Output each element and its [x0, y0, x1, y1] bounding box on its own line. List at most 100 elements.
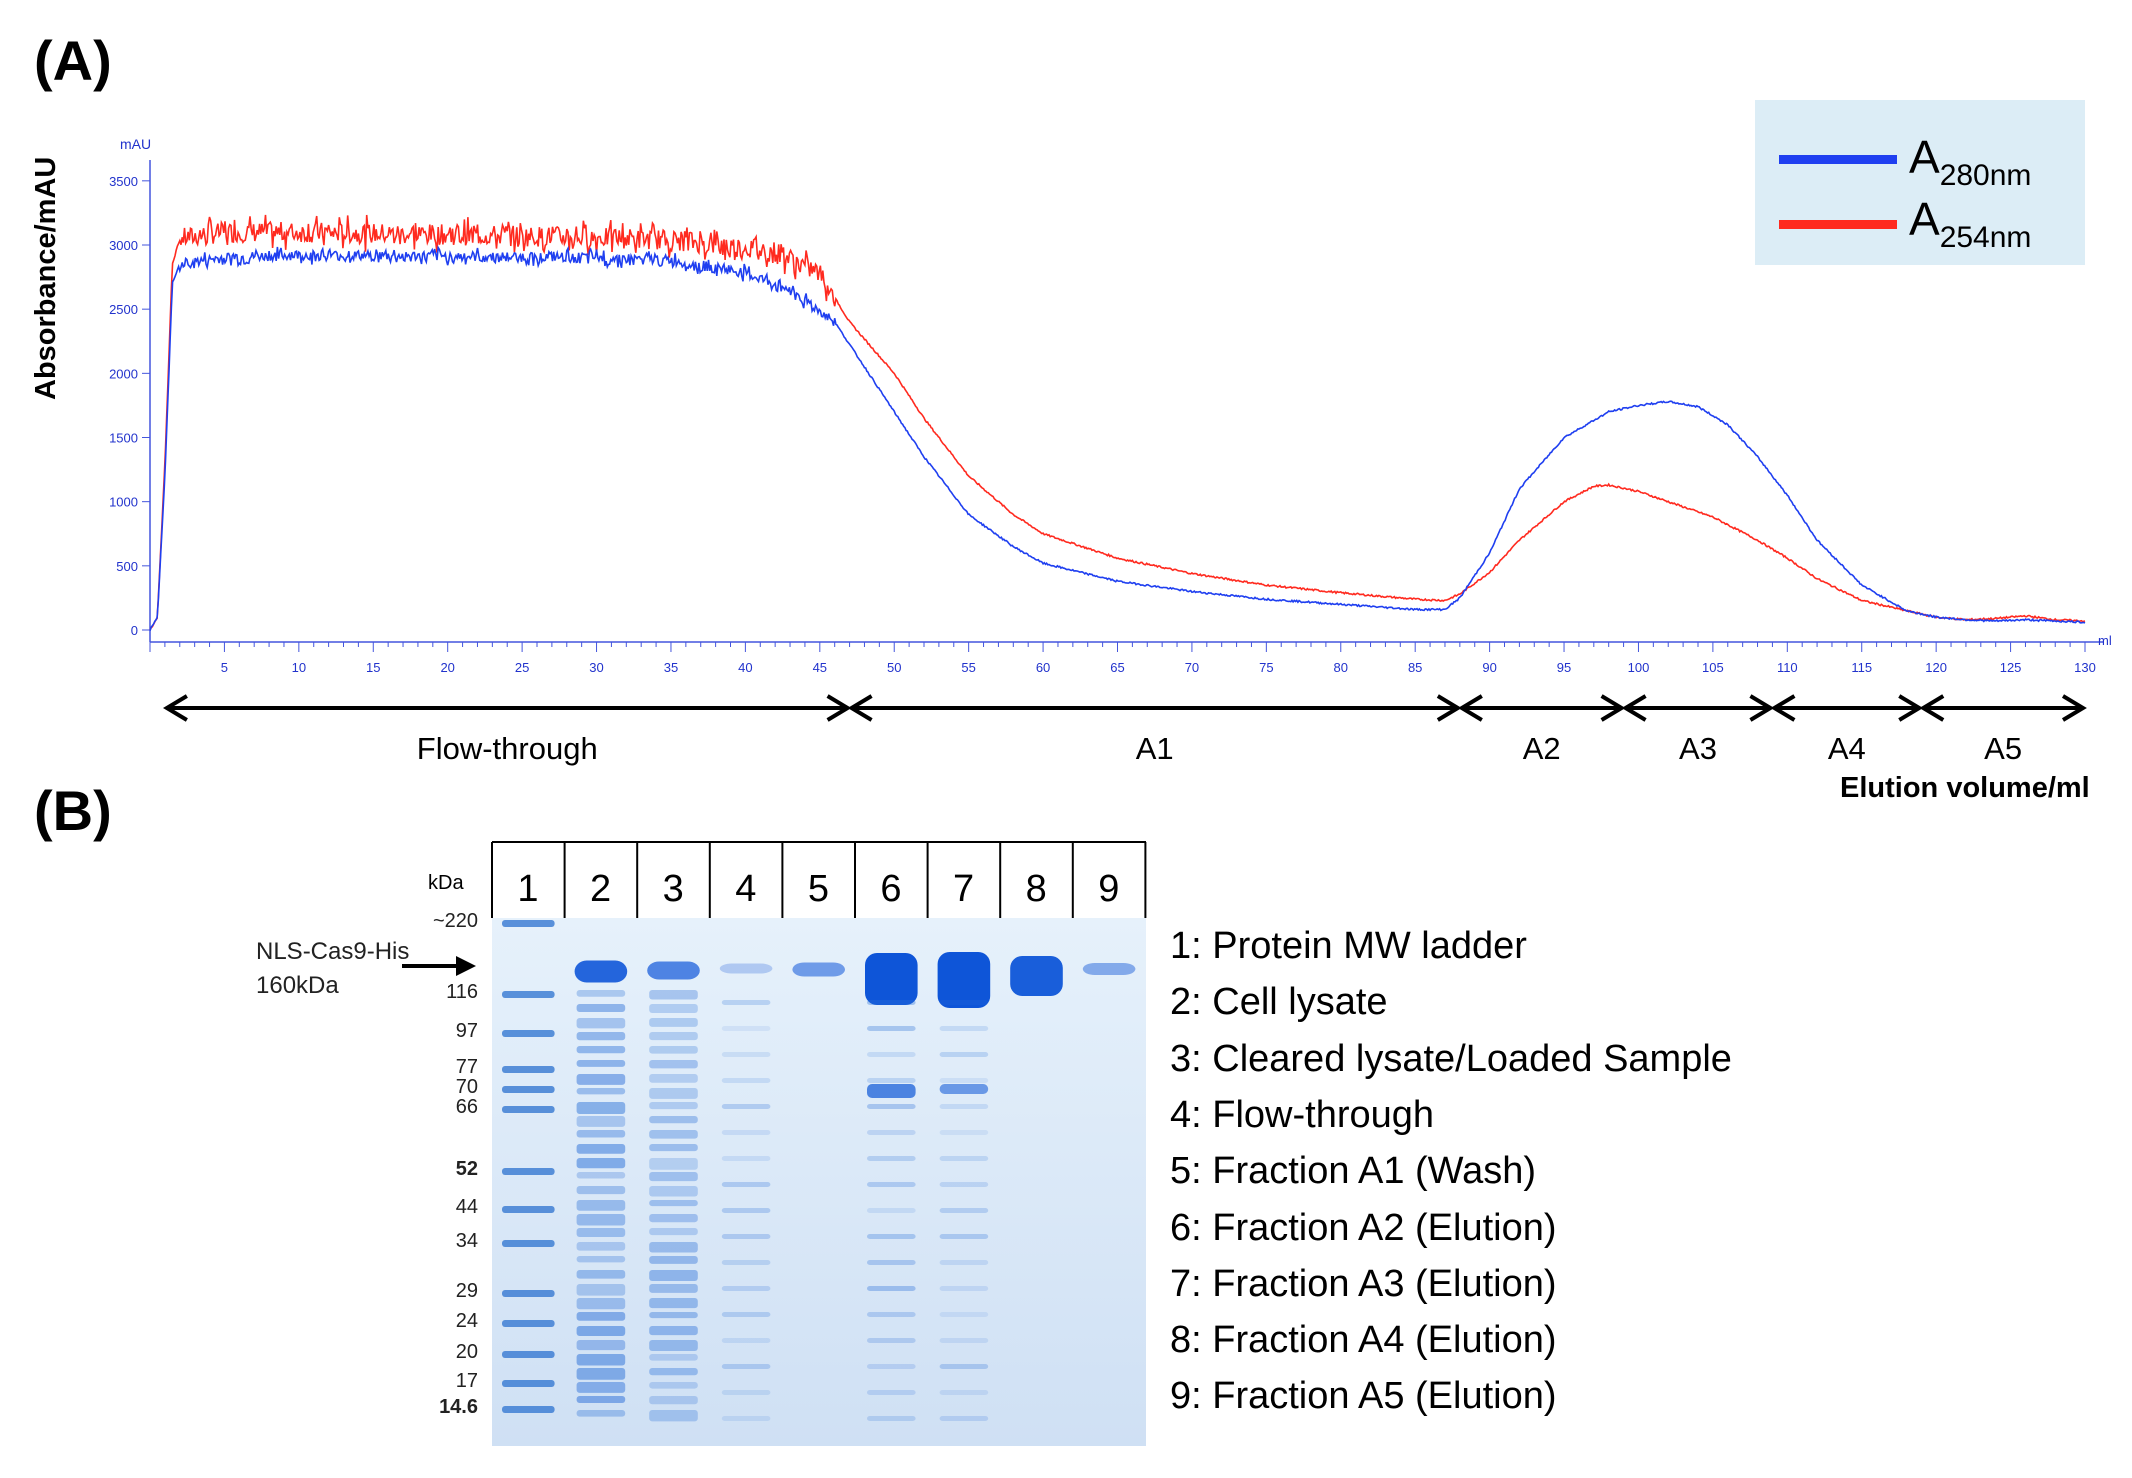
fraction-label: A1 — [1136, 731, 1174, 766]
x-tick-label: 120 — [1925, 660, 1947, 675]
lysate-band — [649, 1144, 698, 1152]
x-tick-label: 100 — [1628, 660, 1650, 675]
legend-swatch-a254 — [1779, 220, 1897, 229]
lane-key-item: 3: Cleared lysate/Loaded Sample — [1170, 1037, 1732, 1080]
minor-band — [867, 1156, 916, 1161]
panel-b-label: (B) — [34, 779, 112, 842]
lane-number: 5 — [807, 868, 829, 910]
target-protein-name: NLS-Cas9-His — [256, 938, 410, 965]
y-tick-label: 1000 — [109, 495, 138, 510]
minor-band — [939, 1078, 989, 1083]
minor-band — [867, 1052, 916, 1057]
x-unit-label: ml — [2098, 633, 2112, 648]
lane-key-item: 4: Flow-through — [1170, 1093, 1435, 1136]
mw-marker-label: 44 — [455, 1196, 478, 1218]
minor-band — [939, 1084, 989, 1094]
ladder-band — [502, 991, 555, 998]
minor-band — [721, 1052, 771, 1057]
lysate-band — [576, 1158, 626, 1169]
ladder-band — [502, 1168, 555, 1175]
minor-band — [721, 1104, 771, 1109]
fraction-ranges: Flow-through A1 A2 A3 A4 A5 — [162, 694, 2087, 766]
lysate-band — [649, 1004, 698, 1013]
x-tick-label: 55 — [961, 660, 975, 675]
lysate-band — [576, 1172, 626, 1179]
x-tick-label: 70 — [1185, 660, 1199, 675]
y-tick-label: 2000 — [109, 366, 138, 381]
series-line-A280nm — [149, 245, 2086, 631]
fraction-label: A4 — [1828, 731, 1866, 766]
lane-key-item: 5: Fraction A1 (Wash) — [1170, 1150, 1537, 1193]
arrow-head-right — [1436, 694, 1462, 722]
arrow-head-right — [2061, 694, 2087, 722]
lysate-band — [649, 1172, 698, 1182]
mw-marker-label: 34 — [455, 1230, 478, 1252]
minor-band — [867, 1260, 916, 1265]
minor-band — [721, 1000, 771, 1005]
minor-band — [939, 1208, 989, 1213]
minor-band — [721, 1234, 771, 1239]
lysate-band — [649, 1270, 698, 1281]
ladder-band — [502, 1086, 555, 1093]
ladder-band — [502, 1066, 555, 1073]
target-band — [937, 952, 991, 1008]
y-tick-label: 0 — [131, 623, 138, 638]
lane-number: 8 — [1025, 868, 1047, 910]
lysate-band — [576, 1130, 626, 1138]
lysate-band — [576, 1046, 626, 1054]
lysate-band — [576, 1396, 626, 1403]
arrow-head-right — [1600, 694, 1626, 722]
lysate-band — [576, 1228, 626, 1238]
x-tick-label: 5 — [221, 660, 228, 675]
legend-a280-main: A — [1909, 131, 1940, 183]
minor-band — [721, 1260, 771, 1265]
x-tick-label: 30 — [589, 660, 603, 675]
lysate-band — [576, 1200, 626, 1211]
mw-marker-label: 66 — [455, 1096, 478, 1118]
arrow-head-left — [1457, 694, 1483, 722]
minor-band — [939, 1260, 989, 1265]
legend-a280-sub: 280nm — [1939, 159, 2032, 192]
minor-band — [867, 1338, 916, 1343]
lysate-band — [649, 1284, 698, 1293]
ladder-band — [502, 1320, 555, 1327]
lane-number: 7 — [953, 868, 975, 910]
lysate-band — [649, 1396, 698, 1405]
minor-band — [867, 1416, 916, 1421]
lysate-band — [576, 1242, 626, 1251]
lysate-band — [576, 1312, 626, 1321]
mw-marker-label: 29 — [455, 1280, 478, 1302]
minor-band — [721, 1416, 771, 1421]
lysate-band — [649, 1214, 698, 1223]
minor-band — [721, 1156, 771, 1161]
x-tick-label: 10 — [292, 660, 306, 675]
arrow-head-right — [1749, 694, 1775, 722]
ladder-band — [502, 1106, 555, 1113]
minor-band — [721, 1312, 771, 1317]
x-tick-label: 35 — [664, 660, 678, 675]
x-tick-label: 45 — [813, 660, 827, 675]
target-band — [574, 960, 628, 983]
x-tick-label: 40 — [738, 660, 752, 675]
lysate-band — [576, 1060, 626, 1067]
target-band — [865, 953, 918, 1005]
minor-band — [867, 1078, 916, 1083]
lane-key-item: 9: Fraction A5 (Elution) — [1170, 1375, 1557, 1418]
lysate-band — [576, 1354, 626, 1366]
lysate-band — [576, 1116, 626, 1127]
x-tick-label: 115 — [1851, 660, 1872, 675]
lysate-band — [576, 1004, 626, 1013]
lysate-band — [649, 1228, 698, 1236]
legend-label-a254: A254nm — [1909, 192, 2031, 255]
lysate-band — [576, 1298, 626, 1310]
x-tick-label: 85 — [1408, 660, 1422, 675]
x-tick-label: 110 — [1777, 660, 1798, 675]
lysate-band — [649, 1382, 698, 1389]
y-tick-label: 2500 — [109, 302, 138, 317]
lysate-band — [576, 1144, 626, 1154]
ladder-band — [502, 1290, 555, 1297]
minor-band — [867, 1084, 916, 1098]
lane-key-item: 2: Cell lysate — [1170, 981, 1388, 1024]
x-tick-label: 65 — [1110, 660, 1124, 675]
